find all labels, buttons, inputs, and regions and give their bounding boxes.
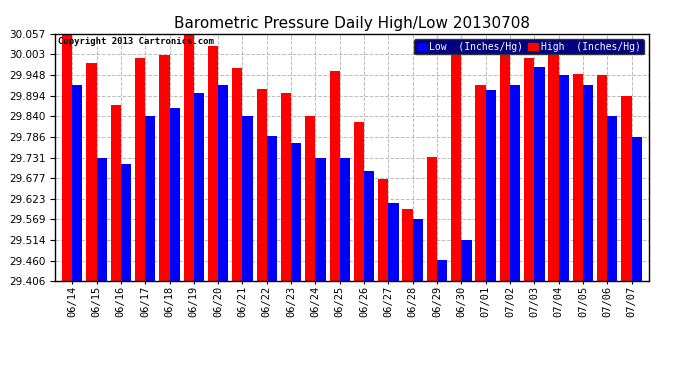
Bar xyxy=(339,158,350,281)
Bar xyxy=(510,86,520,281)
Bar xyxy=(354,122,364,281)
Bar xyxy=(218,86,228,281)
Bar xyxy=(72,86,82,281)
Bar xyxy=(135,58,145,281)
Bar xyxy=(208,46,218,281)
Bar xyxy=(378,179,388,281)
Bar xyxy=(607,116,618,281)
Bar xyxy=(267,136,277,281)
Bar xyxy=(413,219,423,281)
Bar xyxy=(257,89,267,281)
Bar xyxy=(145,116,155,281)
Bar xyxy=(110,105,121,281)
Bar xyxy=(86,63,97,281)
Bar xyxy=(559,75,569,281)
Bar xyxy=(233,68,242,281)
Bar xyxy=(159,56,170,281)
Bar xyxy=(475,85,486,281)
Bar xyxy=(364,171,374,281)
Bar xyxy=(402,209,413,281)
Bar xyxy=(305,116,315,281)
Bar xyxy=(486,90,496,281)
Bar xyxy=(281,93,291,281)
Bar xyxy=(451,52,462,281)
Bar xyxy=(62,34,72,281)
Bar xyxy=(524,58,534,281)
Bar xyxy=(631,137,642,281)
Bar xyxy=(437,260,447,281)
Bar xyxy=(242,116,253,281)
Bar xyxy=(97,158,107,281)
Bar xyxy=(388,203,399,281)
Title: Barometric Pressure Daily High/Low 20130708: Barometric Pressure Daily High/Low 20130… xyxy=(174,16,530,31)
Bar xyxy=(583,86,593,281)
Bar xyxy=(121,164,131,281)
Bar xyxy=(597,75,607,281)
Bar xyxy=(427,157,437,281)
Bar xyxy=(291,143,302,281)
Bar xyxy=(330,70,339,281)
Bar xyxy=(462,240,471,281)
Legend: Low  (Inches/Hg), High  (Inches/Hg): Low (Inches/Hg), High (Inches/Hg) xyxy=(414,39,644,54)
Bar xyxy=(170,108,179,281)
Bar xyxy=(194,93,204,281)
Bar xyxy=(500,51,510,281)
Bar xyxy=(534,67,544,281)
Bar xyxy=(315,158,326,281)
Text: Copyright 2013 Cartronics.com: Copyright 2013 Cartronics.com xyxy=(58,38,214,46)
Bar xyxy=(622,96,631,281)
Bar xyxy=(573,74,583,281)
Bar xyxy=(549,54,559,281)
Bar xyxy=(184,34,194,281)
